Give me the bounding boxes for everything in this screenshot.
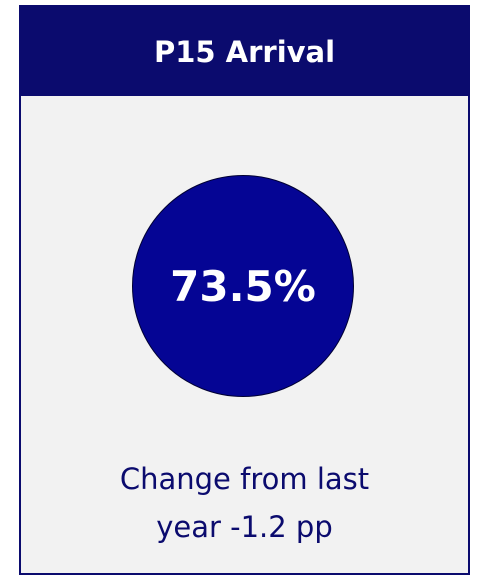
- kpi-card: P15 Arrival 73.5% Change from last year …: [19, 5, 470, 575]
- card-title: P15 Arrival: [21, 7, 468, 96]
- kpi-circle: 73.5%: [132, 175, 354, 397]
- kpi-value: 73.5%: [170, 261, 316, 311]
- change-note: Change from last year -1.2 pp: [119, 462, 370, 544]
